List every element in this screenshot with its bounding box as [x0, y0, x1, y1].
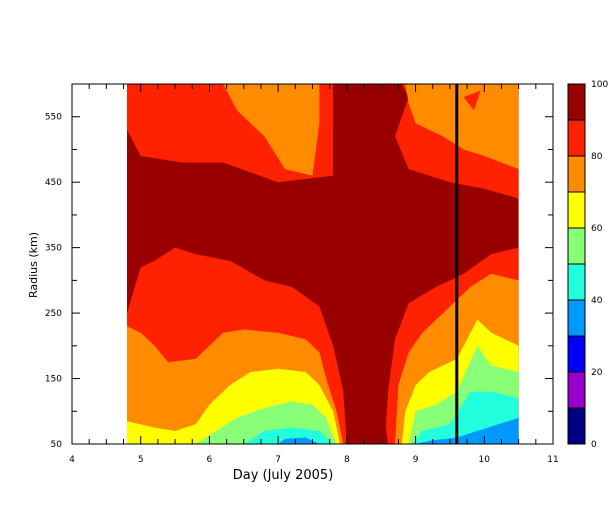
- contour-region-18: [463, 90, 481, 111]
- colorbar: [567, 83, 586, 445]
- x-tick-label-4: 8: [344, 455, 350, 465]
- axis-ticks: [71, 83, 554, 445]
- colorbar-swatch-1: [567, 371, 586, 409]
- colorbar-swatch-9: [567, 83, 586, 121]
- contour-region-17: [340, 84, 389, 444]
- colorbar-label-5: 100: [591, 80, 608, 90]
- colorbar-label-0: 0: [591, 440, 597, 450]
- y-tick-label-2: 250: [45, 309, 62, 319]
- contour-region-15: [278, 437, 320, 444]
- contour-region-13: [243, 427, 334, 444]
- contour-region-6: [405, 84, 519, 170]
- colorbar-label-3: 60: [591, 224, 603, 234]
- colorbar-labels: 0 20 40 60 80 100: [591, 80, 608, 450]
- colorbar-label-1: 20: [591, 368, 603, 378]
- y-axis-label: Radius (km): [27, 232, 40, 298]
- x-tick-label-0: 4: [69, 455, 75, 465]
- colorbar-label-4: 80: [591, 152, 603, 162]
- contour-fills: [127, 84, 519, 444]
- x-tick-label-5: 9: [413, 455, 419, 465]
- colorbar-label-2: 40: [591, 296, 603, 306]
- contour-region-16: [415, 417, 519, 444]
- y-tick-label-5: 550: [45, 113, 62, 123]
- colorbar-swatch-2: [567, 335, 586, 373]
- colorbar-swatch-5: [567, 227, 586, 265]
- x-axis-label: Day (July 2005): [233, 468, 334, 483]
- x-tick-label-2: 6: [207, 455, 213, 465]
- colorbar-swatch-0: [567, 407, 586, 445]
- colorbar-swatch-7: [567, 155, 586, 193]
- colorbar-swatch-3: [567, 299, 586, 337]
- x-tick-label-6: 10: [479, 455, 491, 465]
- colorbar-swatch-8: [567, 119, 586, 157]
- colorbar-swatch-4: [567, 263, 586, 301]
- y-tick-label-3: 350: [45, 244, 62, 254]
- y-tick-labels: 50 150 250 350 450 550: [45, 113, 62, 450]
- x-tick-labels: 4 5 6 7 8 9 10 11: [69, 455, 559, 465]
- y-tick-label-4: 450: [45, 178, 62, 188]
- y-tick-label-0: 50: [51, 440, 63, 450]
- x-tick-label-1: 5: [138, 455, 144, 465]
- contour-region-5: [223, 84, 320, 176]
- y-tick-label-1: 150: [45, 375, 62, 385]
- colorbar-swatch-6: [567, 191, 586, 229]
- x-tick-label-7: 11: [547, 455, 558, 465]
- x-tick-label-3: 7: [275, 455, 281, 465]
